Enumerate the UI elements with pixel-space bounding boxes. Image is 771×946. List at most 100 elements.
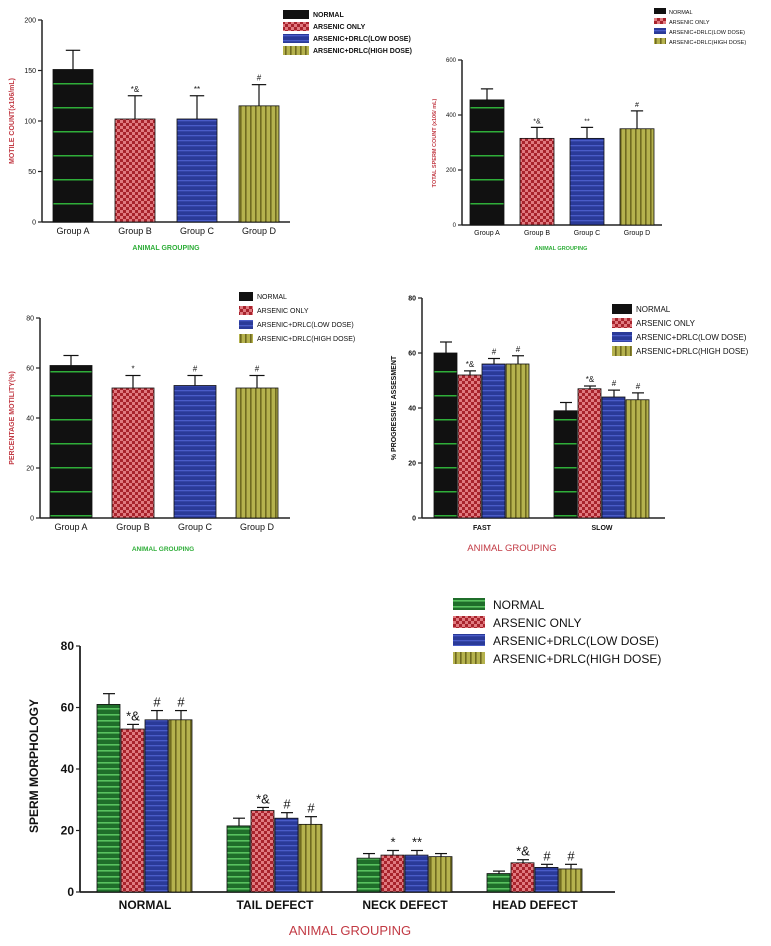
percentage-x-tick-labels: Group A Group B Group C Group D — [54, 522, 274, 532]
progressive-xtick-label-1: FAST — [473, 525, 492, 532]
morphology-annotation-2-4: # — [307, 801, 315, 816]
progressive-ytick-label: 60 — [408, 350, 416, 357]
percentage-xtick-label-2: Group B — [116, 522, 150, 532]
morphology-xlabel: ANIMAL GROUPING — [289, 923, 411, 938]
total-legend-arsenic: ARSENIC ONLY — [669, 20, 710, 26]
total-legend-low: ARSENIC+DRLC(LOW DOSE) — [669, 30, 745, 36]
morphology-ytick-label: 20 — [61, 824, 75, 838]
total-ytick-label: 200 — [446, 168, 457, 174]
morphology-legend-arsenic: ARSENIC ONLY — [493, 616, 581, 630]
total-legend-swatch-normal — [654, 8, 666, 14]
total-legend-swatch-low — [654, 28, 666, 34]
motile-y-ticks: 0 50 100 150 200 — [24, 17, 42, 226]
progressive-bar-1-3 — [481, 363, 506, 519]
percentage-ytick-label: 20 — [26, 465, 34, 472]
motile-bar-4 — [238, 105, 280, 223]
percentage-legend-normal: NORMAL — [257, 294, 287, 301]
progressive-annotation-2-4: # — [636, 382, 641, 391]
progressive-xtick-label-2: SLOW — [592, 525, 613, 532]
morphology-annotation-4-3: # — [543, 848, 551, 863]
morphology-ytick-label: 40 — [61, 762, 75, 776]
progressive-annotation-1-4: # — [516, 345, 521, 354]
progressive-bar-2-1 — [553, 410, 578, 519]
morphology-ylabel: SPERM MORPHOLOGY — [27, 699, 41, 833]
morphology-bar-3-3 — [404, 854, 429, 893]
progressive-bar-1-1 — [433, 352, 458, 519]
progressive-xlabel: ANIMAL GROUPING — [467, 543, 556, 554]
percentage-xlabel: ANIMAL GROUPING — [132, 546, 194, 553]
total-x-tick-labels: Group A Group B Group C Group D — [474, 230, 650, 237]
progressive-ytick-label: 40 — [408, 405, 416, 412]
morphology-legend-normal: NORMAL — [493, 598, 545, 612]
progressive-annotation-1-3: # — [492, 348, 497, 357]
percentage-ytick-label: 0 — [30, 515, 34, 522]
motile-legend-high: ARSENIC+DRLC(HIGH DOSE) — [313, 48, 412, 55]
total-xtick-label-1: Group A — [474, 230, 500, 237]
morphology-annotation-4-4: # — [567, 848, 575, 863]
total-legend-swatch-high — [654, 38, 666, 44]
morphology-bar-4-1 — [486, 873, 511, 893]
percentage-legend-high: ARSENIC+DRLC(HIGH DOSE) — [257, 336, 355, 343]
motile-legend-swatch-arsenic — [283, 22, 309, 31]
progressive-bar-1-2 — [457, 374, 482, 519]
morphology-annotation-1-2: *& — [126, 708, 140, 723]
motile-annotation-3: ** — [194, 85, 200, 94]
percentage-xtick-label-3: Group C — [178, 522, 213, 532]
total-bar-2 — [519, 137, 555, 226]
morphology-annotation-1-4: # — [177, 695, 185, 710]
percentage-bar-1 — [49, 365, 93, 519]
morphology-bar-1-2 — [120, 728, 145, 893]
percentage-legend-swatch-arsenic — [239, 306, 253, 315]
percentage-annotation-4: # — [255, 365, 260, 374]
progressive-y-ticks: 0 20 40 60 80 — [408, 295, 422, 522]
motile-legend-swatch-low — [283, 34, 309, 43]
morphology-legend: NORMAL ARSENIC ONLY ARSENIC+DRLC(LOW DOS… — [453, 598, 661, 666]
progressive-ylabel: % PROGRESSIVE ASSESMENT — [391, 355, 398, 460]
motile-bar-2 — [114, 118, 156, 223]
motile-bar-3 — [176, 118, 218, 223]
motile-ytick-label: 100 — [24, 118, 36, 125]
percentage-ylabel: PERCENTAGE MOTILITY(%) — [9, 371, 16, 465]
morphology-legend-low: ARSENIC+DRLC(LOW DOSE) — [493, 634, 659, 648]
total-bar-3 — [569, 137, 605, 226]
progressive-bar-2-3 — [601, 396, 626, 519]
morphology-legend-swatch-low — [453, 634, 485, 646]
total-ytick-label: 400 — [446, 113, 457, 119]
progressive-bar-2-4 — [625, 399, 650, 519]
percentage-bar-4 — [235, 387, 279, 519]
percentage-legend-swatch-normal — [239, 292, 253, 301]
motile-bar-1 — [52, 69, 94, 223]
total-legend-high: ARSENIC+DRLC(HIGH DOSE) — [669, 40, 746, 46]
morphology-bar-2-2 — [250, 810, 275, 893]
motile-xlabel: ANIMAL GROUPING — [132, 245, 200, 252]
total-legend: NORMAL ARSENIC ONLY ARSENIC+DRLC(LOW DOS… — [654, 8, 746, 46]
morphology-annotation-3-3: ** — [412, 834, 422, 849]
progressive-legend-swatch-high — [612, 346, 632, 356]
morphology-xtick-label-1: NORMAL — [119, 898, 172, 912]
motile-annotation-2: *& — [131, 85, 140, 94]
total-ylabel: TOTAL SPERM COUNT (x106/ mL) — [432, 99, 438, 188]
morphology-annotation-3-2: * — [390, 834, 395, 849]
morphology-legend-high: ARSENIC+DRLC(HIGH DOSE) — [493, 652, 661, 666]
morphology-bar-3-1 — [356, 857, 381, 893]
total-ytick-label: 600 — [446, 58, 457, 64]
progressive-ytick-label: 0 — [412, 515, 416, 522]
progressive-bar-1-4 — [505, 363, 530, 519]
percentage-ytick-label: 80 — [26, 315, 34, 322]
motile-ytick-label: 150 — [24, 68, 36, 75]
progressive-ytick-label: 20 — [408, 460, 416, 467]
progressive-legend-swatch-normal — [612, 304, 632, 314]
morphology-bar-2-3 — [274, 817, 299, 893]
percentage-ytick-label: 60 — [26, 365, 34, 372]
morphology-bar-3-2 — [380, 854, 405, 893]
morphology-bar-4-2 — [510, 862, 535, 893]
motile-legend-low: ARSENIC+DRLC(LOW DOSE) — [313, 36, 411, 43]
morphology-bar-2-1 — [226, 825, 251, 893]
progressive-legend-high: ARSENIC+DRLC(HIGH DOSE) — [636, 347, 749, 356]
morphology-ytick-label: 60 — [61, 701, 75, 715]
total-annotation-4: # — [635, 102, 639, 109]
morphology-bar-4-4 — [558, 868, 583, 893]
total-xlabel: ANIMAL GROUPING — [535, 246, 588, 252]
